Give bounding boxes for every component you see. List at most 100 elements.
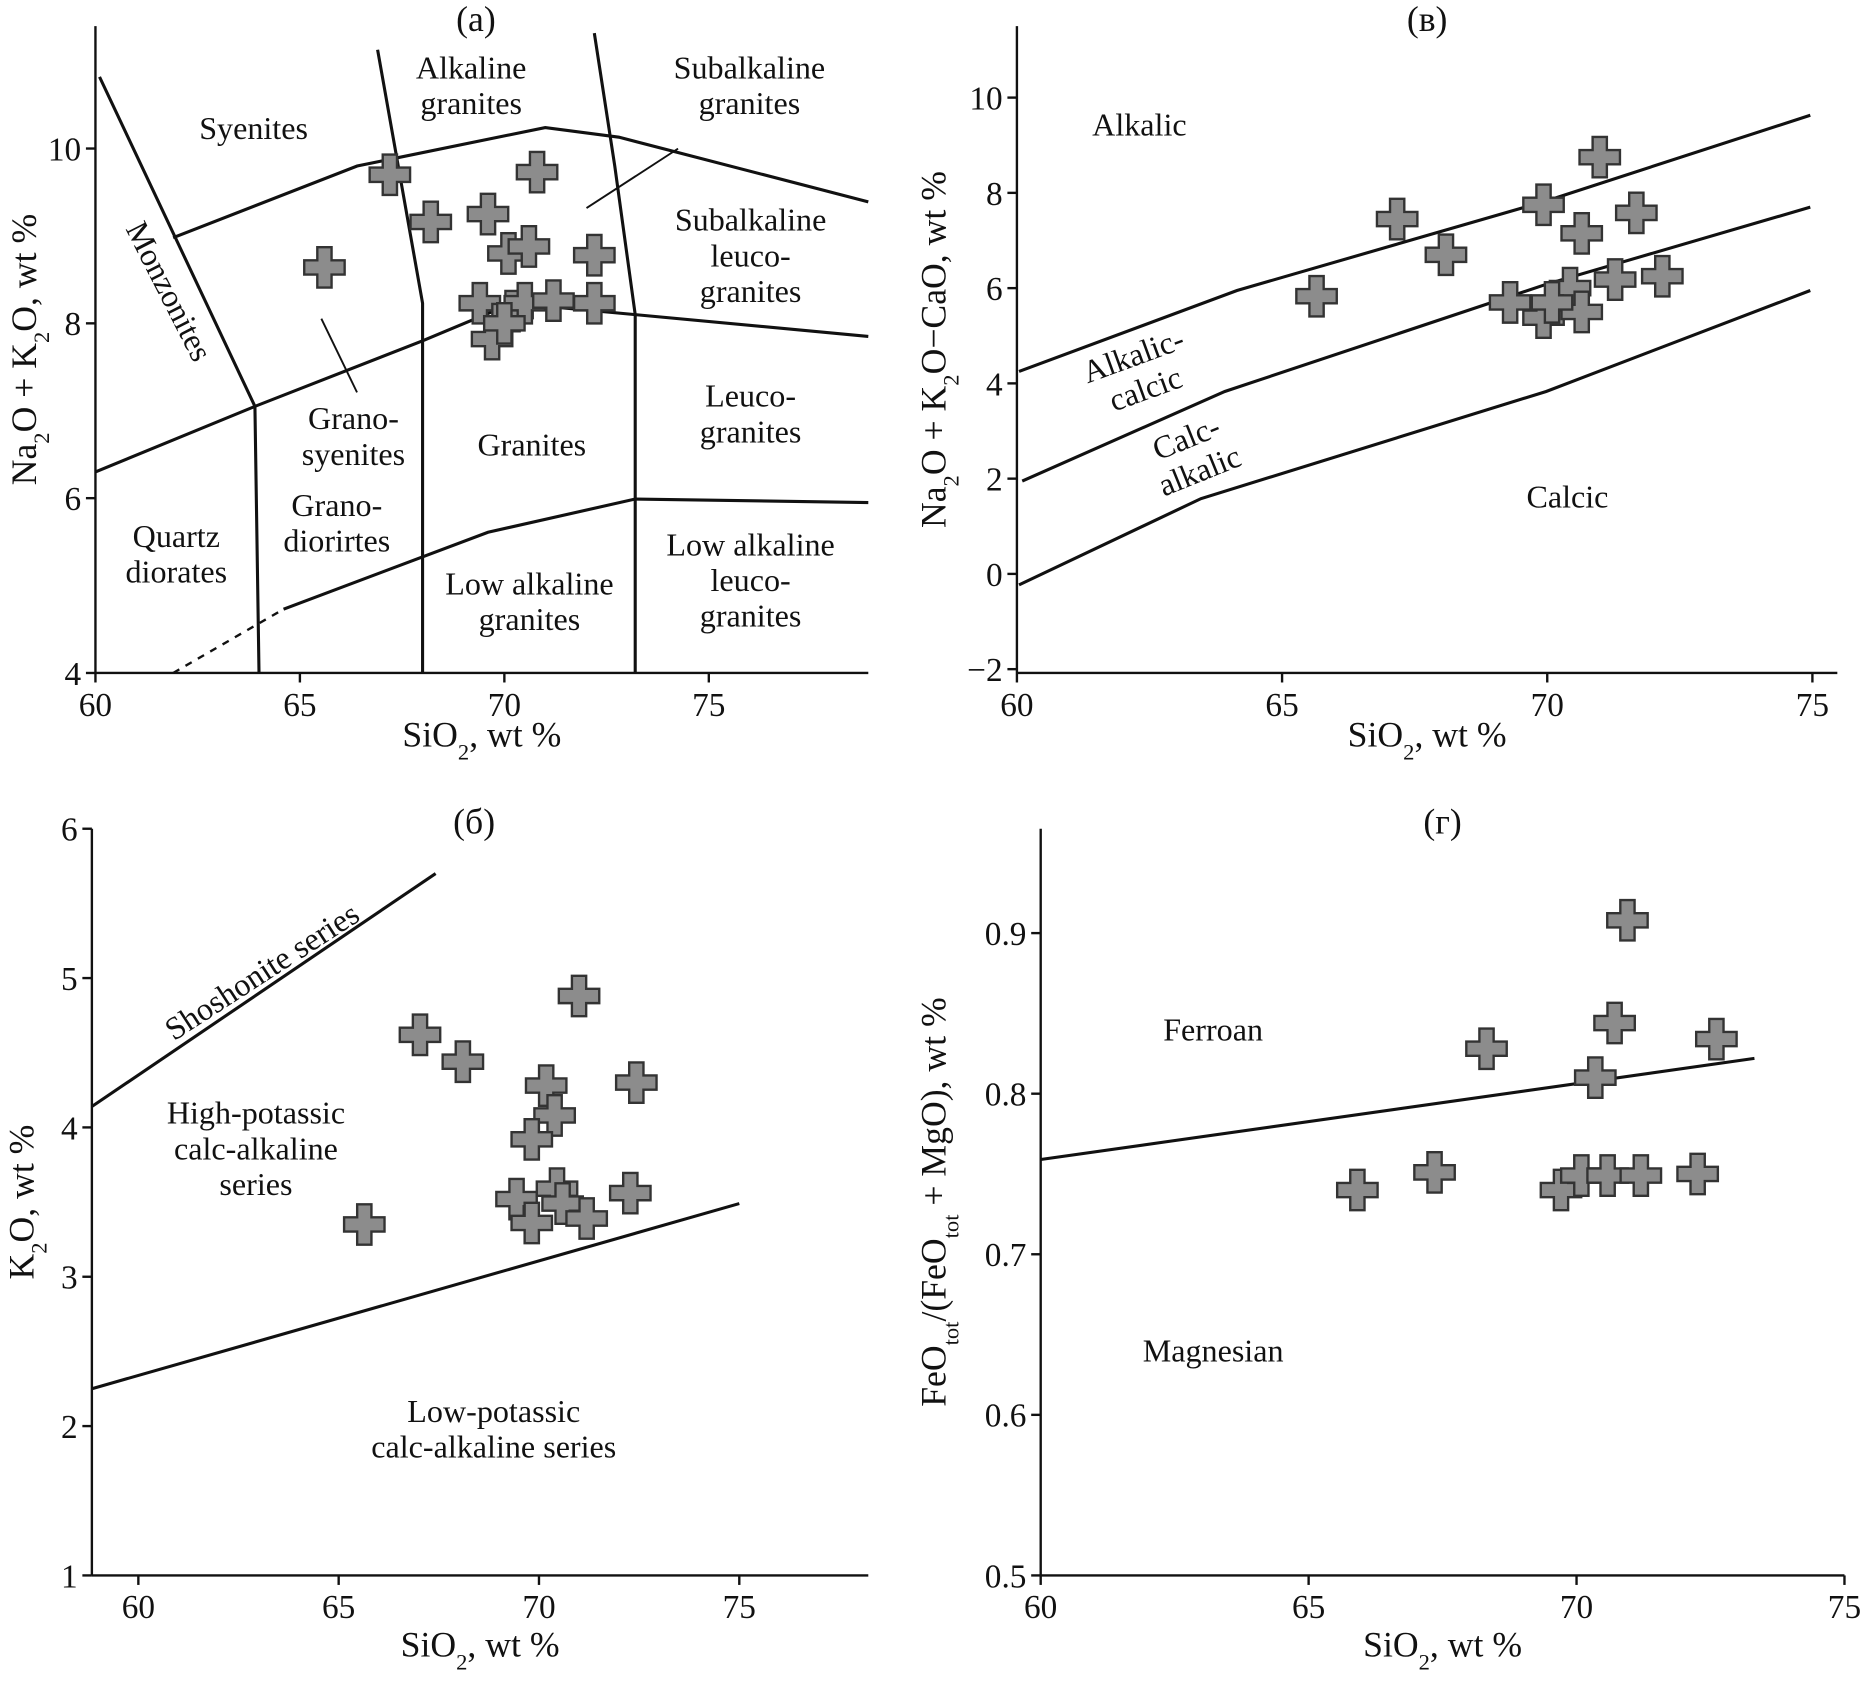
data-point xyxy=(1295,274,1338,318)
data-point xyxy=(1413,1150,1456,1194)
y-axis-label-part: O + K xyxy=(4,343,44,433)
y-tick-label: 2 xyxy=(61,1409,78,1446)
data-point xyxy=(1640,254,1684,298)
x-tick-label: 60 xyxy=(122,1589,155,1626)
x-axis-label-part: SiO xyxy=(401,1624,457,1664)
boundary-line xyxy=(91,1202,740,1391)
data-point xyxy=(1619,1154,1663,1197)
y-tick-label: 6 xyxy=(61,812,78,849)
field-label-line: Subalkaline xyxy=(675,202,827,238)
x-axis-label: SiO2, wt % xyxy=(402,715,561,765)
field-label-line: diorates xyxy=(126,554,228,590)
field-label: Calcic xyxy=(1526,479,1608,515)
field-label-line: Shoshonite series xyxy=(158,895,365,1047)
data-point xyxy=(303,246,346,289)
field-label: Shoshonite series xyxy=(158,895,365,1047)
x-axis-label-part: , wt % xyxy=(1414,715,1506,755)
field-label: Low alkaline leuco-granites xyxy=(666,526,834,633)
data-point xyxy=(532,279,575,323)
x-tick-label: 75 xyxy=(692,687,725,724)
field-label: Ferroan xyxy=(1163,1011,1263,1047)
field-label-line: Alkalic xyxy=(1092,107,1186,143)
panel-title: (г) xyxy=(1423,801,1461,841)
y-tick-label: 6 xyxy=(986,271,1003,308)
leader-line xyxy=(585,147,679,209)
y-axis-label: Na2O + K2O−CaO, wt % xyxy=(914,171,964,528)
data-point xyxy=(1593,1001,1636,1045)
field-label-line: Granites xyxy=(477,426,586,462)
field-label: Low alkaline granites xyxy=(445,565,613,637)
field-label: Alkalic-calcic xyxy=(1078,320,1201,423)
data-point xyxy=(503,281,547,325)
field-label: Alkalic xyxy=(1092,107,1186,143)
field-label-line: Low alkaline xyxy=(666,526,834,562)
field-label-line: Ferroan xyxy=(1163,1011,1263,1047)
data-point xyxy=(510,1117,554,1161)
field-label: Leuco-granites xyxy=(700,378,802,450)
x-tick-label: 75 xyxy=(1796,687,1829,724)
field-label-line: Monzonites xyxy=(119,215,220,366)
data-point xyxy=(510,1201,554,1245)
field-label: Grano-syenites xyxy=(302,400,405,472)
x-tick-label: 65 xyxy=(1292,1589,1325,1626)
y-tick-label: 0.9 xyxy=(985,916,1027,953)
field-label: Alkaline granites xyxy=(416,49,527,121)
panel-title: (в) xyxy=(1407,0,1448,39)
boundary-line xyxy=(172,608,285,675)
y-tick-label: 2 xyxy=(986,462,1003,499)
field-label-line: granites xyxy=(699,85,801,121)
x-axis-label-part: , wt % xyxy=(469,715,561,755)
field-label: Quartz diorates xyxy=(126,518,228,590)
y-axis-label-part: tot xyxy=(938,1321,963,1346)
data-point xyxy=(342,1203,386,1246)
data-point xyxy=(1335,1168,1379,1212)
field-label-line: Low-potassic xyxy=(407,1393,580,1429)
y-axis-label-part: O, wt % xyxy=(2,1125,42,1243)
panel-title: (б) xyxy=(453,801,495,841)
x-axis-label-part: 2 xyxy=(1403,739,1414,764)
boundary-line xyxy=(1021,205,1811,483)
field-label: Syenites xyxy=(199,110,308,146)
x-tick-label: 60 xyxy=(79,687,112,724)
y-tick-label: 0.6 xyxy=(985,1398,1027,1435)
leader-line xyxy=(320,318,358,393)
field-label-line: Grano- xyxy=(308,400,399,436)
boundary-line xyxy=(1018,113,1811,373)
y-axis-label-part: K xyxy=(2,1254,42,1280)
y-tick-label: 4 xyxy=(65,656,82,693)
y-tick-label: 3 xyxy=(61,1260,78,1297)
data-point xyxy=(1614,191,1658,235)
x-tick-label: 65 xyxy=(283,687,316,724)
data-point xyxy=(1375,197,1419,241)
y-axis-label-part: FeO xyxy=(914,1345,954,1406)
x-axis-label-part: , wt % xyxy=(1430,1624,1522,1664)
y-axis-label-part: 2 xyxy=(938,374,963,385)
data-point xyxy=(1578,135,1622,179)
boundary-line xyxy=(94,301,869,474)
field-label-line: granites xyxy=(479,601,581,637)
data-point xyxy=(1573,1056,1617,1100)
boundary-line xyxy=(1040,1056,1755,1162)
data-point xyxy=(1522,183,1565,227)
field-label-line: granites xyxy=(700,273,802,309)
y-tick-label: 4 xyxy=(61,1110,78,1147)
boundary-line xyxy=(1018,289,1811,587)
y-axis-label-part: 2 xyxy=(26,1242,51,1253)
y-axis-label-part: /(FeO xyxy=(914,1238,954,1321)
x-axis-label: SiO2, wt % xyxy=(1363,1624,1522,1674)
y-axis-label-part: O−CaO, wt % xyxy=(914,171,954,374)
data-point xyxy=(1593,258,1637,301)
data-point xyxy=(368,153,412,197)
x-axis-label-part: , wt % xyxy=(467,1624,559,1664)
y-tick-label: 1 xyxy=(61,1558,78,1595)
x-axis-label-part: SiO xyxy=(1348,715,1404,755)
y-tick-label: 4 xyxy=(986,366,1003,403)
field-label-line: Grano- xyxy=(291,487,382,523)
x-tick-label: 70 xyxy=(1531,687,1564,724)
x-tick-label: 65 xyxy=(322,1589,355,1626)
y-axis-label: Na2O + K2O, wt % xyxy=(4,214,54,485)
field-label-line: Subalkaline xyxy=(674,49,826,85)
data-point xyxy=(565,1197,609,1240)
boundary-line xyxy=(91,872,437,1108)
y-axis-label-part: 2 xyxy=(28,432,53,443)
